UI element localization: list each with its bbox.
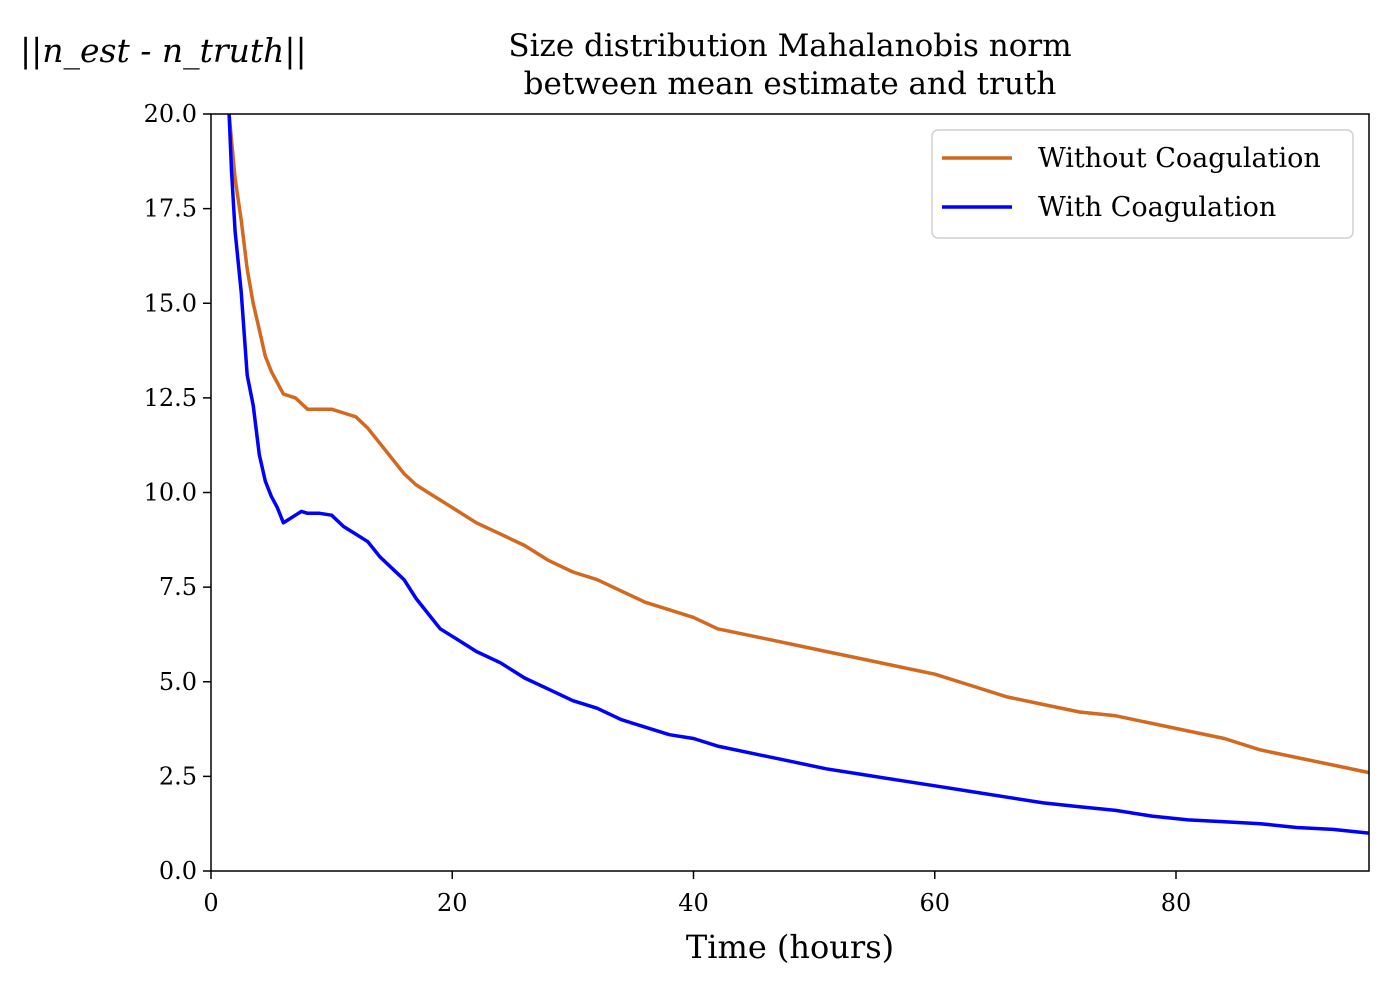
- y-tick-label: 2.5: [159, 762, 197, 790]
- y-tick-label: 15.0: [144, 289, 197, 317]
- x-tick-label: 20: [437, 889, 468, 917]
- y-tick-label: 5.0: [159, 668, 197, 696]
- chart-title-line-2: between mean estimate and truth: [524, 66, 1057, 102]
- legend: Without Coagulation With Coagulation: [931, 129, 1354, 239]
- y-tick-label: 20.0: [144, 100, 197, 128]
- legend-label-without-coagulation: Without Coagulation: [1038, 143, 1321, 174]
- y-tick-label: 17.5: [144, 195, 197, 223]
- y-axis-label: ||n_est - n_truth||: [20, 31, 307, 71]
- series-line-with-coagulation: [227, 114, 1369, 835]
- series-line-without-coagulation: [227, 114, 1369, 775]
- y-tick-label: 10.0: [144, 479, 197, 507]
- x-axis-label: Time (hours): [686, 928, 894, 966]
- legend-label-with-coagulation: With Coagulation: [1038, 192, 1276, 223]
- x-tick-label: 0: [203, 889, 218, 917]
- chart-title-line-1: Size distribution Mahalanobis norm: [508, 28, 1071, 64]
- y-tick-label: 7.5: [159, 573, 197, 601]
- y-tick-label: 0.0: [159, 857, 197, 885]
- x-tick-label: 80: [1161, 889, 1192, 917]
- x-tick-label: 40: [678, 889, 709, 917]
- y-tick-label: 12.5: [144, 384, 197, 412]
- legend-box: [931, 129, 1354, 239]
- x-tick-label: 60: [919, 889, 950, 917]
